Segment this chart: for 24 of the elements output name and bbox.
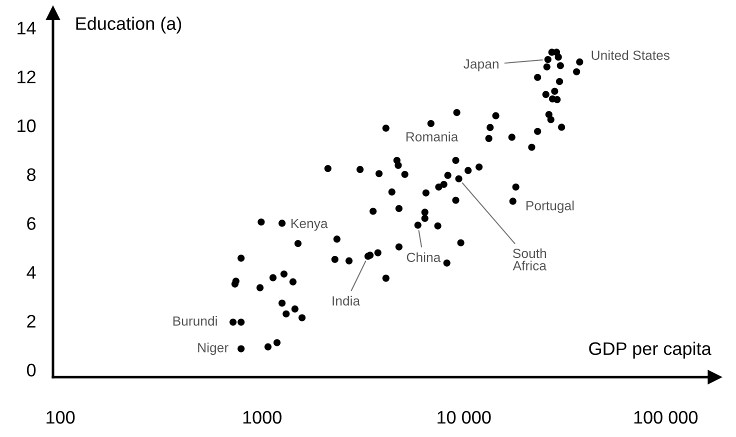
annotation: Kenya — [291, 218, 328, 231]
annotation: Romania — [406, 132, 458, 142]
annotation: India — [332, 296, 360, 306]
y-tick-label: 0 — [26, 364, 36, 377]
y-tick-label: 14 — [18, 22, 36, 34]
annotation: Japan — [464, 59, 498, 72]
x-tick-label: 100 — [46, 410, 75, 424]
annotation: China — [406, 252, 441, 262]
y-axis-title: Education (a) — [76, 16, 182, 34]
y-tick-label: 6 — [27, 217, 36, 230]
annotation: South Africa — [512, 248, 546, 270]
x-tick-label: 100 000 — [634, 410, 698, 424]
annotation: United States — [592, 50, 670, 60]
y-tick-label: 8 — [27, 168, 36, 182]
y-tick-label: 2 — [27, 314, 36, 328]
annotation: Niger — [198, 342, 228, 355]
annotation: Burundi — [173, 316, 217, 326]
y-tick-label: 4 — [26, 266, 36, 279]
x-tick-label: 10 000 — [438, 410, 491, 424]
x-axis-title: GDP per capita — [589, 342, 712, 359]
annotation: Portugal — [526, 200, 574, 213]
x-tick-label: 1000 — [243, 410, 282, 424]
y-tick-label: 12 — [18, 70, 36, 84]
y-tick-label: 10 — [18, 119, 36, 132]
